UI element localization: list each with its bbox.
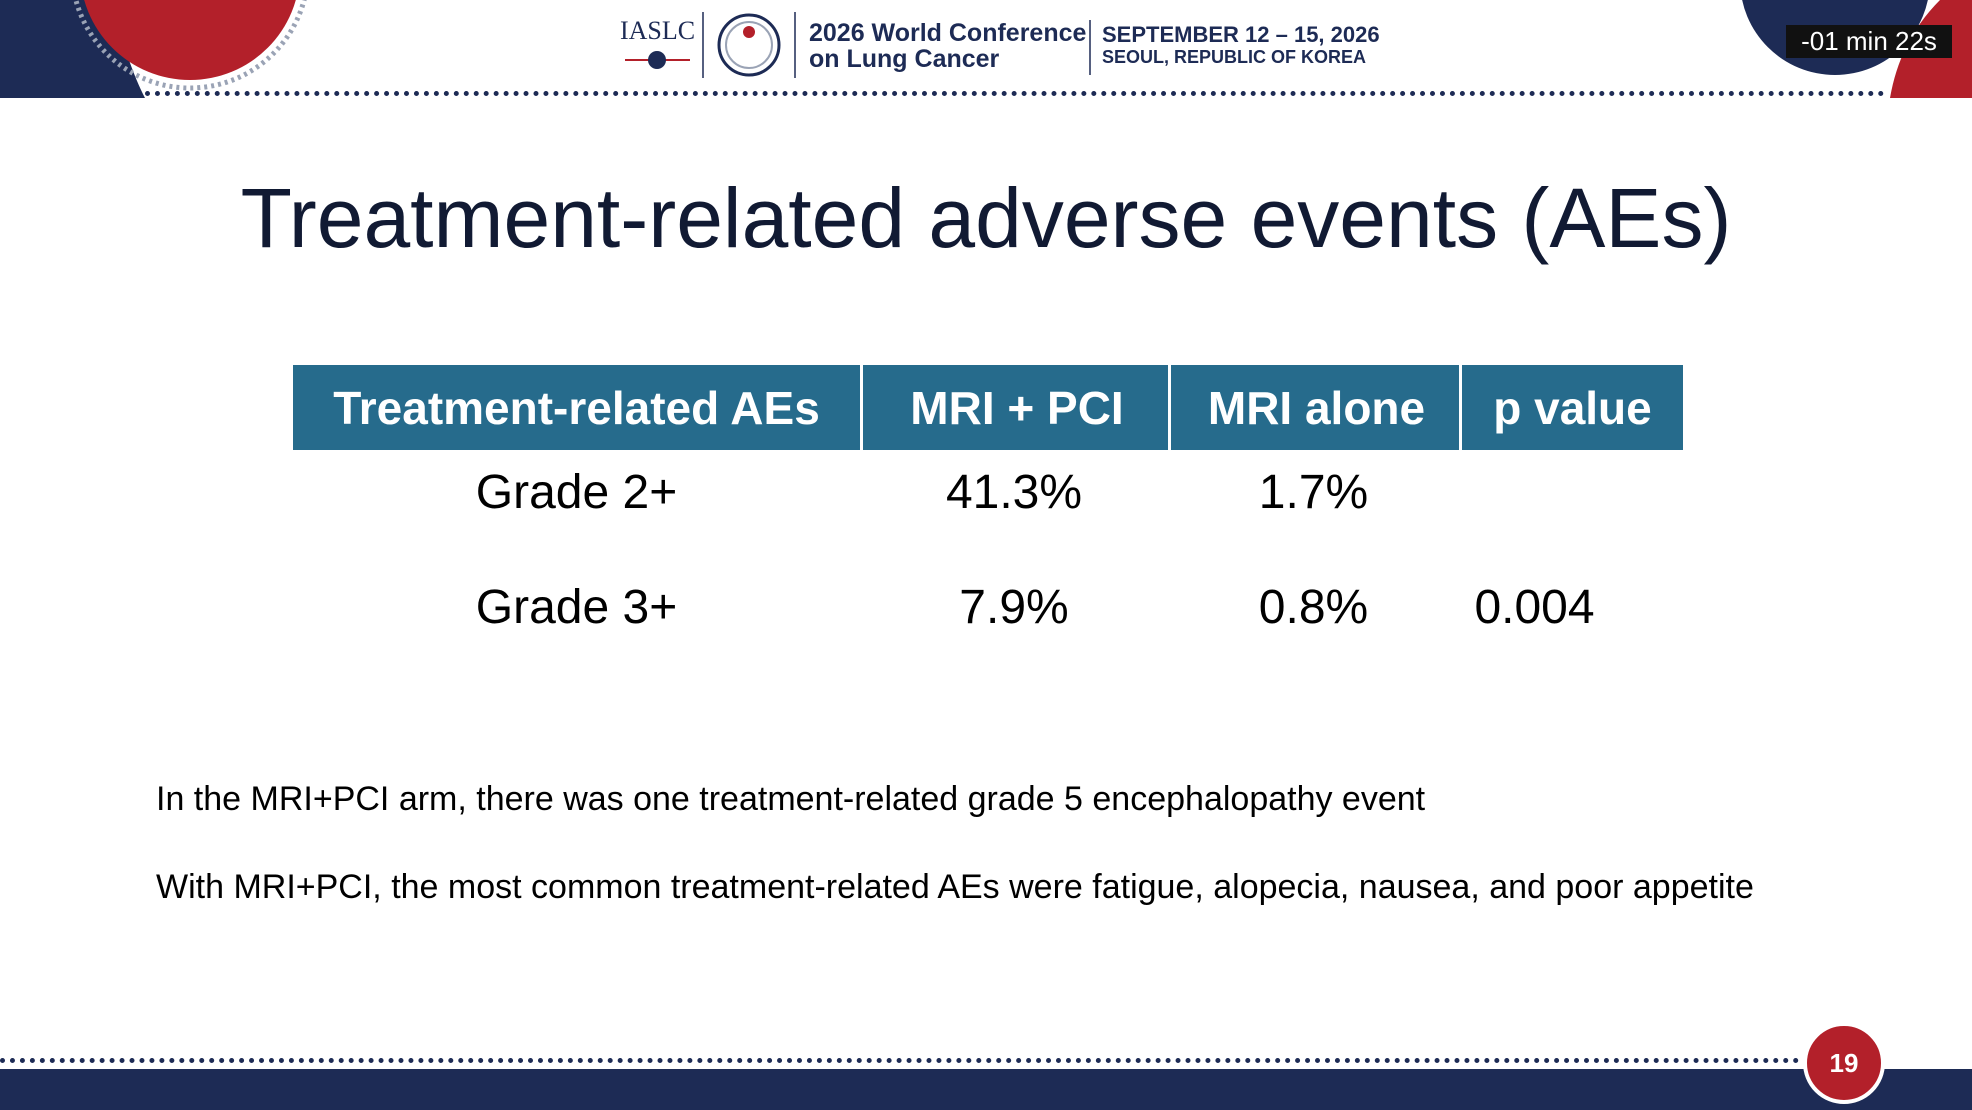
table-cell: 0.004: [1474, 580, 1595, 634]
table-cell: 1.7%: [1258, 465, 1369, 519]
footer-rule: [0, 1058, 1800, 1063]
table-header-cell: p value: [1459, 365, 1683, 450]
note: With MRI+PCI, the most common treatment-…: [156, 868, 1754, 906]
table-cell: Grade 3+: [475, 580, 678, 634]
table-header-cell: MRI alone: [1168, 365, 1462, 450]
slide-title: Treatment-related adverse events (AEs): [240, 171, 1732, 265]
table-cell: 41.3%: [945, 465, 1083, 519]
conference-line: 2026 World Conference: [809, 19, 1087, 47]
note: In the MRI+PCI arm, there was one treatm…: [156, 780, 1426, 818]
timer: -01 min 22s: [1786, 25, 1952, 58]
header-rule: [145, 91, 1885, 96]
table-header-cell: MRI + PCI: [860, 365, 1171, 450]
conference-name: 2026 World Conference on Lung Cancer: [809, 20, 1086, 72]
org-logo-text: IASLC: [620, 16, 696, 45]
table-cell: 0.8%: [1258, 580, 1369, 634]
table-cell: Grade 2+: [475, 465, 678, 519]
conference-dates: SEPTEMBER 12 – 15, 2026: [1102, 22, 1380, 47]
table-cell: 7.9%: [959, 580, 1069, 634]
table-header-cell: Treatment-related AEs: [293, 365, 860, 450]
slide-number: 19: [1829, 1047, 1859, 1078]
conference-line: on Lung Cancer: [809, 45, 1000, 73]
conference-location: SEOUL, REPUBLIC OF KOREA: [1102, 47, 1367, 67]
